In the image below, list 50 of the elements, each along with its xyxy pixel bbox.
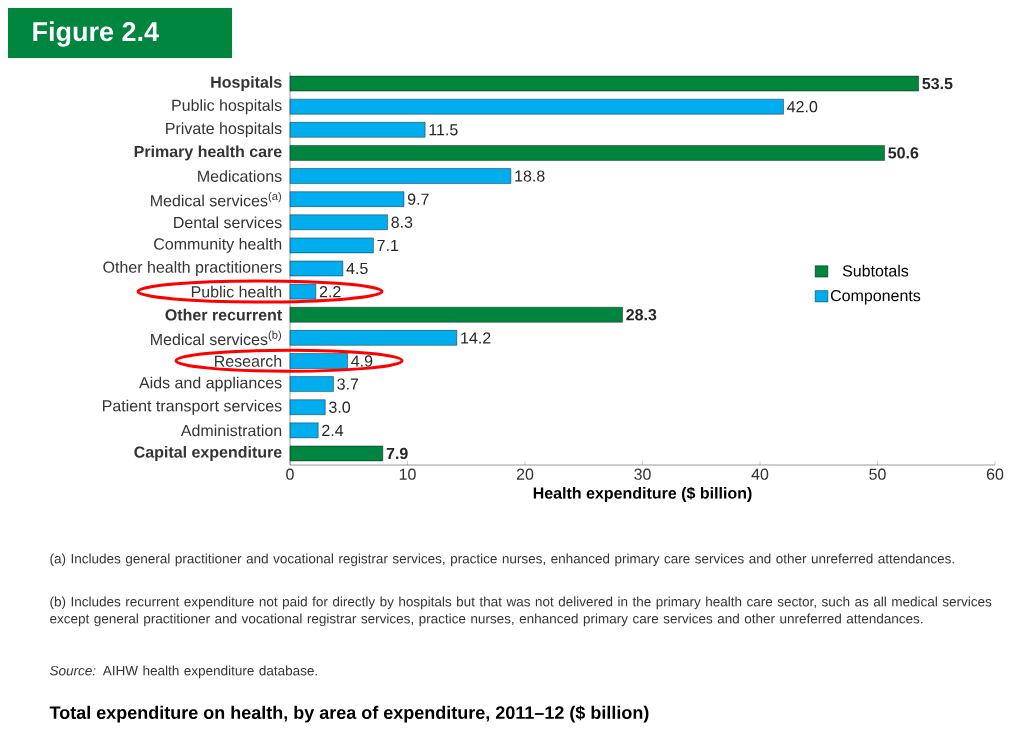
- x-tick-label: 30: [634, 468, 651, 480]
- y-tick-label: Medical services$^{(a)}$: [151, 191, 281, 207]
- data-label: 3.0: [329, 401, 351, 413]
- y-tick-label: Community health: [154, 237, 282, 253]
- y-tick-label: Private hospitals: [166, 122, 282, 138]
- bar: [289, 283, 317, 300]
- data-label: 42.0: [787, 101, 818, 113]
- x-tick-label: 50: [869, 468, 886, 480]
- y-tick-label: Dental services: [174, 216, 282, 229]
- data-label: 7.1: [377, 239, 399, 251]
- caption: Figure 2.4: [33, 21, 159, 47]
- y-tick-label: Capital expenditure: [134, 446, 282, 461]
- data-label: 4.9: [351, 355, 373, 367]
- data-label: 28.3: [626, 309, 657, 321]
- y-tick-label: Research: [215, 355, 282, 367]
- data-label: 7.9: [386, 447, 408, 460]
- legend-label: Components: [830, 289, 921, 305]
- y-tick-label: Other health practitioners: [103, 261, 282, 276]
- y-tick-label: Public hospitals: [172, 99, 282, 115]
- data-label: 14.2: [461, 332, 491, 344]
- legend-label: Subtotals: [842, 264, 909, 277]
- y-tick-label: Hospitals: [211, 76, 282, 92]
- x-axis-title: Health expenditure ($ billion): [533, 486, 752, 502]
- data-label: 18.8: [515, 170, 545, 182]
- y-tick-label: Aids and appliances: [139, 376, 282, 392]
- y-tick-label: Medical services$^{(b)}$: [151, 330, 281, 346]
- y-tick-label: Patient transport services: [102, 399, 282, 415]
- text: (b) Includes recurrent expenditure not paid for directly by hospitals but that was not delivered in the primary health care sector, such as all medical services except general practitioner and vocational registrar services, practice nurses, enhanced primary care services and other unreferred attendances.: [50, 596, 992, 627]
- x-tick-label: 0: [286, 468, 294, 480]
- data-label: 11.5: [429, 124, 458, 136]
- x-tick-label: 60: [986, 468, 1004, 480]
- y-tick-label: Public health: [191, 285, 282, 298]
- y-tick-label: Primary health care: [134, 145, 282, 161]
- data-label: 2.2: [319, 286, 341, 298]
- text: (a) Includes general practitioner and vocational registrar services, practice nurses, enhanced primary care services and other unreferred attendances.: [50, 553, 954, 567]
- data-label: 50.6: [888, 147, 919, 159]
- data-label: 8.3: [391, 216, 413, 228]
- data-label: 53.5: [922, 77, 953, 90]
- text: Total expenditure on health, by area of expenditure, 2011–12 ($ billion): [49, 705, 649, 723]
- x-tick-label: 20: [516, 468, 534, 480]
- y-tick-label: Administration: [180, 424, 282, 437]
- x-tick-label: 40: [751, 468, 769, 480]
- data-label: 2.4: [322, 424, 344, 436]
- y-tick-label: Other recurrent: [165, 308, 282, 321]
- y-tick-label: Medications: [198, 170, 282, 182]
- data-label: 3.7: [337, 378, 359, 390]
- text: Source: AIHW health expenditure database.: [49, 665, 317, 679]
- x-tick-label: 10: [399, 468, 416, 480]
- data-label: 9.7: [407, 193, 429, 205]
- data-label: 4.5: [346, 262, 368, 275]
